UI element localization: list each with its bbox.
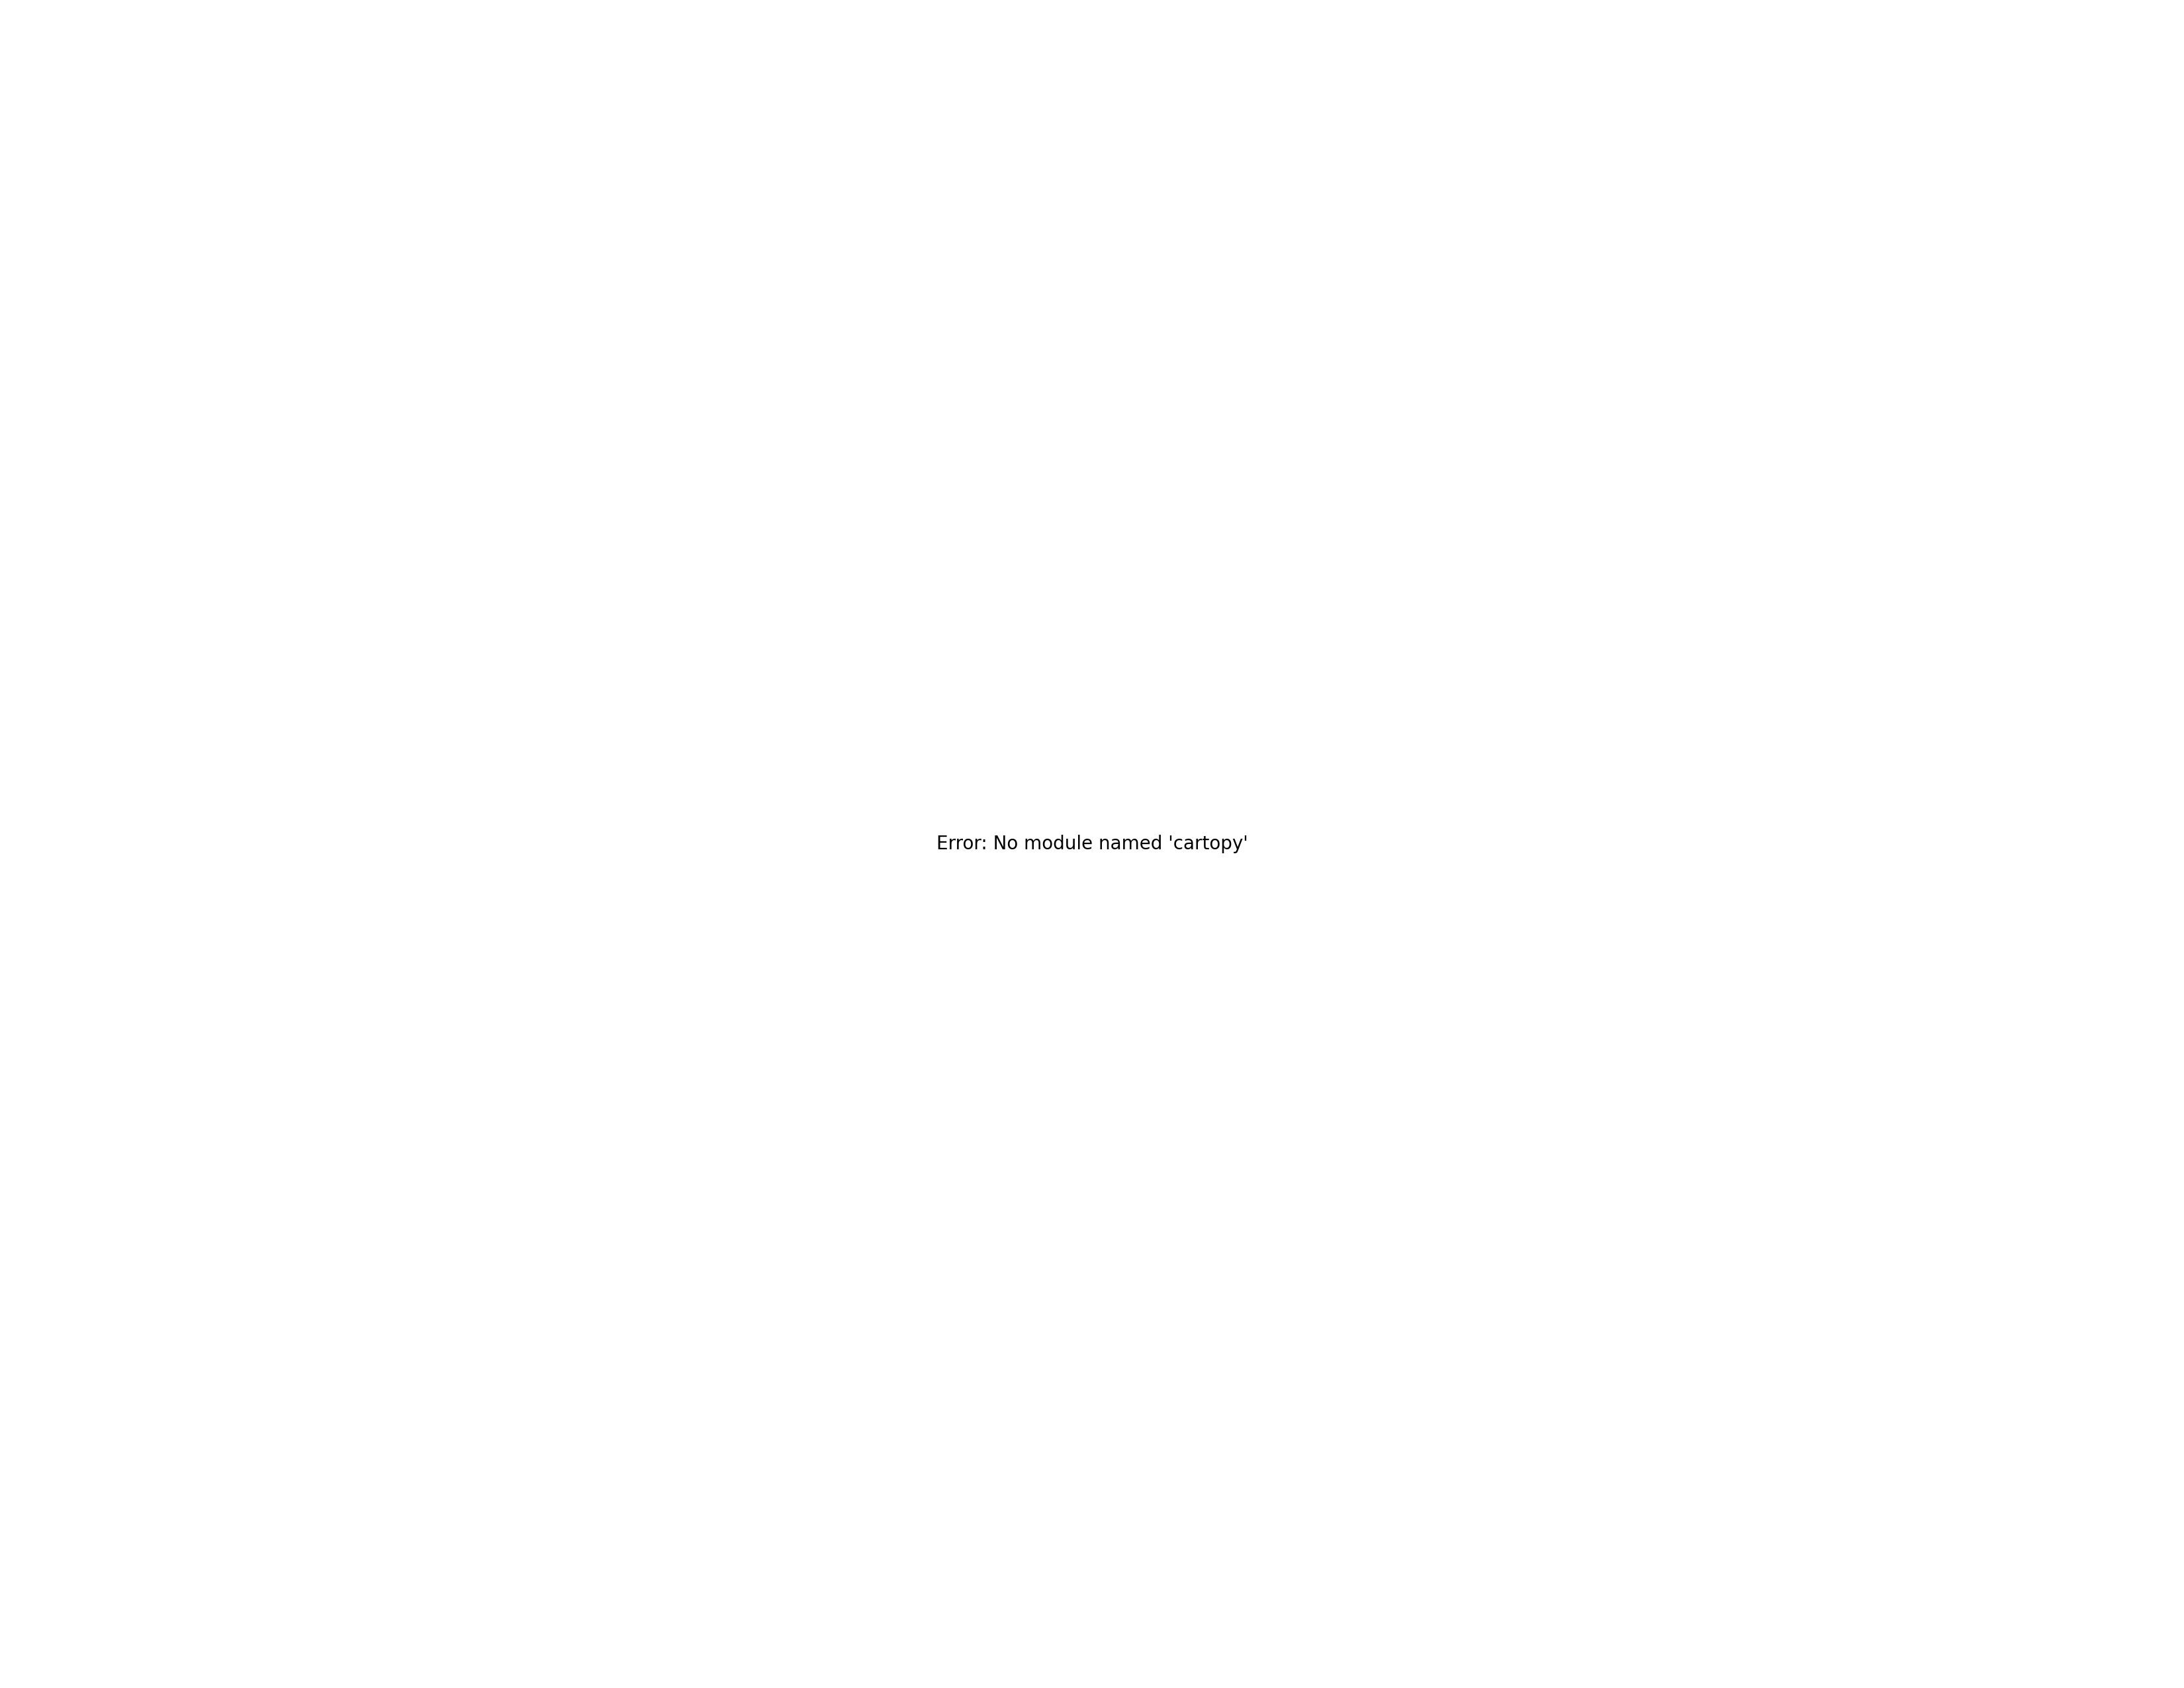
Text: Error: No module named 'cartopy': Error: No module named 'cartopy'	[937, 836, 1247, 852]
